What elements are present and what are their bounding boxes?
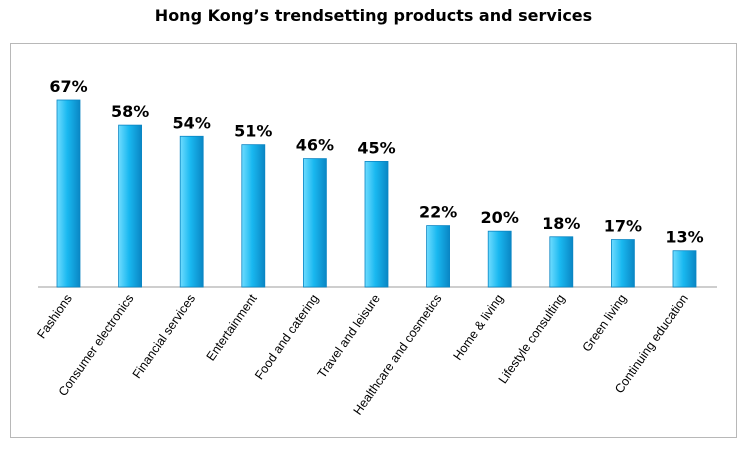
value-label-10: 13% xyxy=(665,228,703,247)
bar-0 xyxy=(56,99,81,288)
category-label-0: Fashions xyxy=(34,292,75,342)
bar-9 xyxy=(611,239,635,288)
bar-8 xyxy=(549,236,574,288)
category-label-7: Home & living xyxy=(450,292,506,363)
category-label-8: Lifestyle consulting xyxy=(496,292,568,387)
value-label-3: 51% xyxy=(234,122,272,141)
category-label-3: Entertainment xyxy=(204,291,260,363)
chart-frame xyxy=(10,43,737,438)
bar-6 xyxy=(426,225,451,288)
category-label-4: Food and catering xyxy=(252,292,321,383)
bar-3 xyxy=(241,144,266,288)
category-label-9: Green living xyxy=(580,292,630,355)
value-label-5: 45% xyxy=(357,138,395,157)
category-label-2: Financial services xyxy=(130,292,198,381)
value-label-8: 18% xyxy=(542,214,580,233)
value-label-4: 46% xyxy=(296,136,334,155)
value-label-9: 17% xyxy=(604,217,642,236)
category-label-5: Travel and leisure xyxy=(315,292,383,381)
bar-2 xyxy=(179,135,204,288)
value-label-0: 67% xyxy=(49,77,87,96)
bar-1 xyxy=(118,124,142,288)
value-label-7: 20% xyxy=(481,208,519,227)
value-label-2: 54% xyxy=(173,113,211,132)
bar-5 xyxy=(364,161,389,288)
bar-10 xyxy=(672,250,697,288)
bar-7 xyxy=(487,230,512,288)
value-label-6: 22% xyxy=(419,203,457,222)
bar-4 xyxy=(302,158,327,288)
value-label-1: 58% xyxy=(111,102,149,121)
chart-title: Hong Kong’s trendsetting products and se… xyxy=(154,6,593,25)
